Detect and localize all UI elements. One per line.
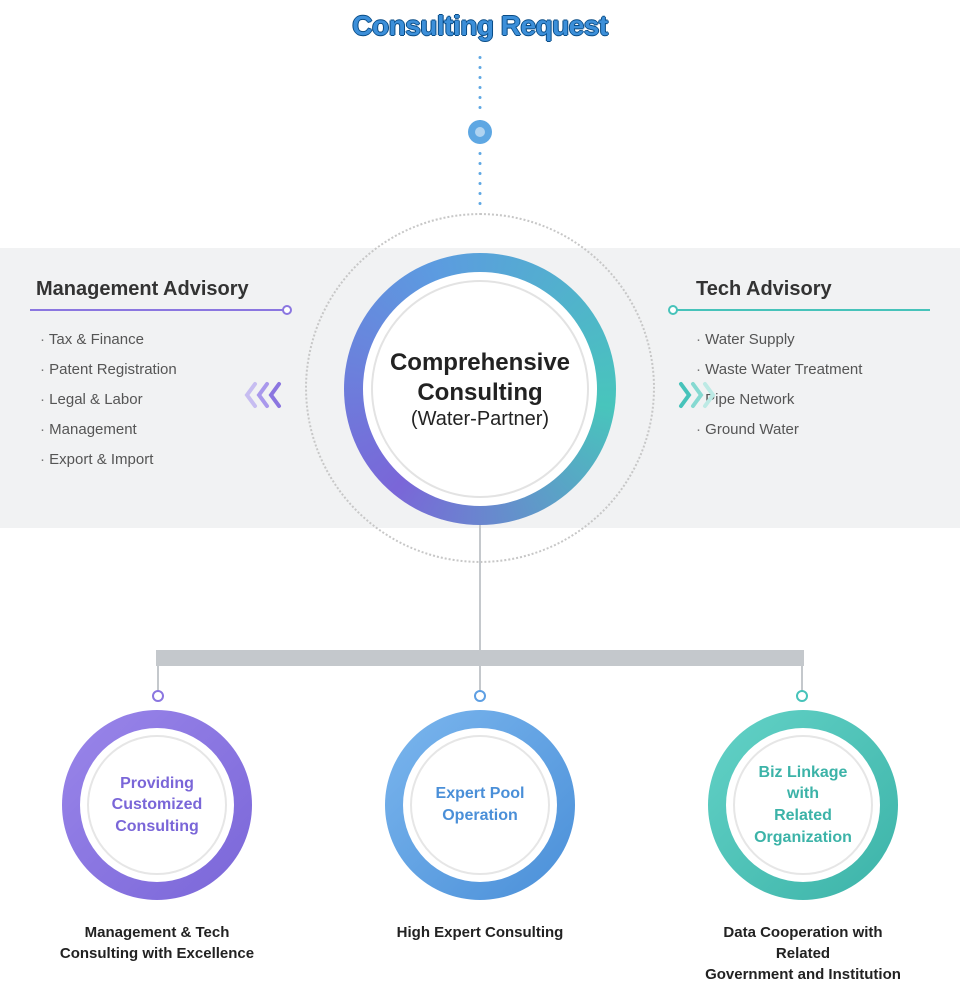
ring-label: ProvidingCustomizedConsulting [112, 773, 203, 838]
bottom-item-customized: ProvidingCustomizedConsulting Management… [52, 710, 262, 964]
ring-caption: High Expert Consulting [375, 922, 585, 943]
connector-node-icon [468, 120, 492, 144]
connector-drop [801, 666, 803, 696]
list-item: Pipe Network [696, 385, 930, 415]
management-heading: Management Advisory [30, 278, 290, 309]
chevron-left-icon [243, 380, 293, 410]
connector-drop [479, 666, 481, 696]
ring-caption: Data Cooperation with RelatedGovernment … [698, 922, 908, 985]
center-line1: Comprehensive [390, 348, 570, 378]
tech-advisory: Tech Advisory Water Supply Waste Water T… [670, 278, 930, 445]
connector-dots-mid [479, 152, 482, 205]
bottom-item-expert: Expert PoolOperation High Expert Consult… [375, 710, 585, 943]
list-item: Water Supply [696, 325, 930, 355]
center-line3: (Water-Partner) [411, 408, 549, 431]
list-item: Tax & Finance [40, 325, 290, 355]
list-item: Ground Water [696, 415, 930, 445]
center-line2: Consulting [417, 378, 542, 408]
list-item: Export & Import [40, 445, 290, 475]
connector-hbar [156, 650, 804, 666]
list-item: Waste Water Treatment [696, 355, 930, 385]
bottom-item-linkage: Biz Linkage withRelatedOrganization Data… [698, 710, 908, 985]
center-ring: Comprehensive Consulting (Water-Partner) [344, 253, 616, 525]
connector-drop [157, 666, 159, 696]
connector-dots-top [479, 56, 482, 109]
page-title: Consulting Request [0, 0, 960, 42]
connector-vline [479, 525, 481, 650]
tech-heading: Tech Advisory [670, 278, 930, 309]
ring-label: Biz Linkage withRelatedOrganization [747, 762, 859, 848]
rule-knob-icon [668, 305, 678, 315]
list-item: Management [40, 415, 290, 445]
chevron-right-icon [667, 380, 717, 410]
ring-caption: Management & TechConsulting with Excelle… [52, 922, 262, 964]
management-advisory: Management Advisory Tax & Finance Patent… [30, 278, 290, 475]
ring-label: Expert PoolOperation [436, 783, 525, 826]
rule-knob-icon [282, 305, 292, 315]
